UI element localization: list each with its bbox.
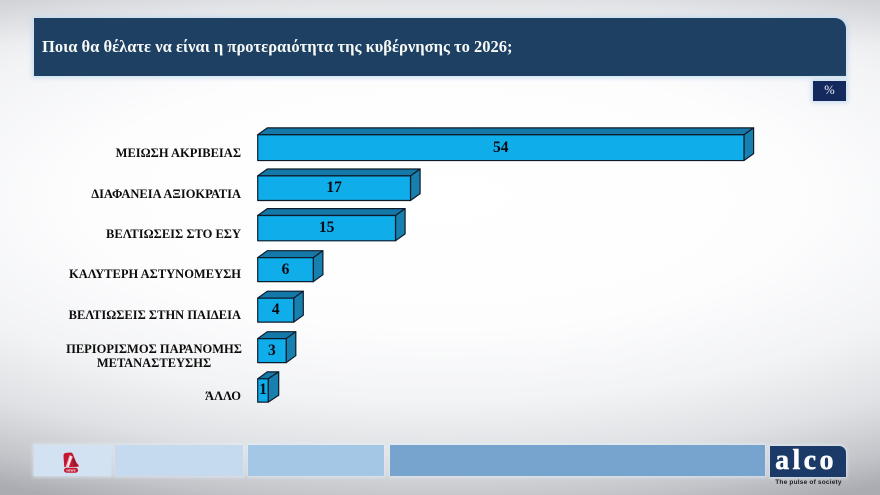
svg-text:NEWS: NEWS xyxy=(66,468,75,472)
